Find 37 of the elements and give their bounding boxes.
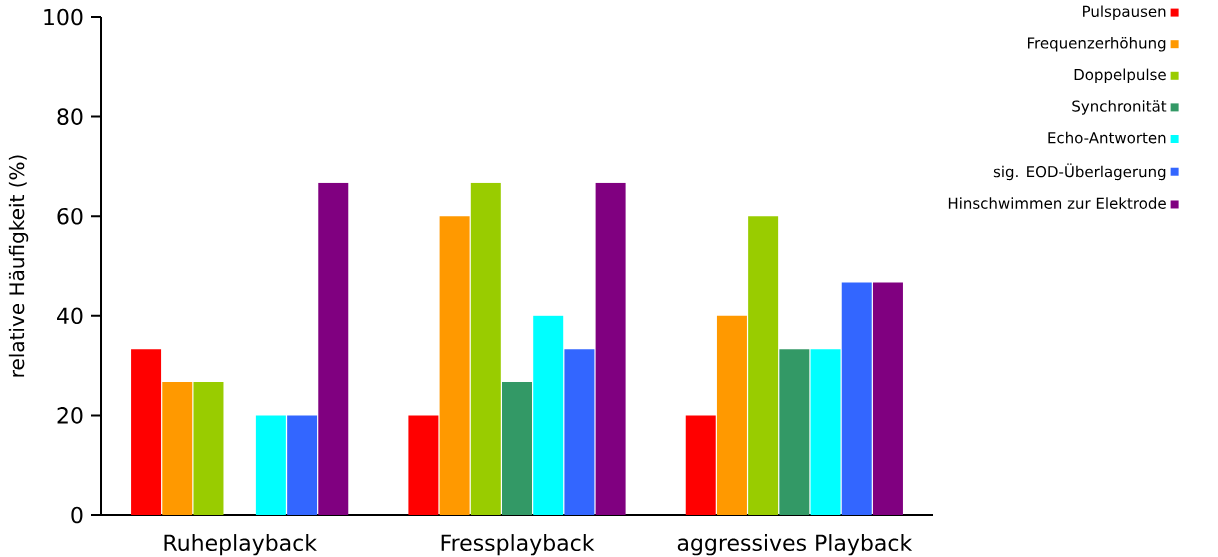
x-tick-label: Ruheplayback <box>164 534 317 556</box>
bar <box>287 415 318 515</box>
bar <box>685 415 716 515</box>
legend-label: Pulspausen <box>1083 5 1166 20</box>
bar <box>255 415 286 515</box>
bar <box>502 382 533 515</box>
bar <box>564 349 595 515</box>
y-tick-label: 40 <box>57 307 83 325</box>
bar <box>131 349 162 515</box>
legend-label: Doppelpulse <box>1074 68 1166 84</box>
legend-label: Synchronität <box>1072 100 1167 115</box>
bar <box>872 282 903 515</box>
bar <box>162 382 193 515</box>
y-tick-label: 80 <box>57 108 83 125</box>
y-axis-title: relative Häufigkeit (%) <box>8 155 29 377</box>
x-tick-label: aggressives Playback <box>677 534 913 556</box>
bar <box>810 349 841 515</box>
bar <box>470 182 501 515</box>
y-tick-label: 0 <box>71 506 83 524</box>
bar <box>779 349 810 515</box>
y-tick-label: 60 <box>57 207 83 225</box>
bar <box>841 282 872 515</box>
bar <box>533 315 564 515</box>
y-tick-label: 20 <box>57 407 83 424</box>
legend-label: Hinschwimmen zur Elektrode <box>948 197 1166 209</box>
legend-label: Frequenzerhöhung <box>1028 37 1166 52</box>
legend-label: Echo-Antworten <box>1048 131 1166 144</box>
y-tick-label: 100 <box>44 8 83 26</box>
x-tick-label: Fressplayback <box>441 534 595 556</box>
bar <box>595 182 626 515</box>
bar <box>716 315 747 515</box>
bar <box>439 216 470 515</box>
legend-label: sig. EOD-Überlagerung <box>993 163 1166 181</box>
bar <box>318 182 349 515</box>
bar <box>408 415 439 515</box>
bar <box>193 382 224 515</box>
bar <box>748 216 779 515</box>
